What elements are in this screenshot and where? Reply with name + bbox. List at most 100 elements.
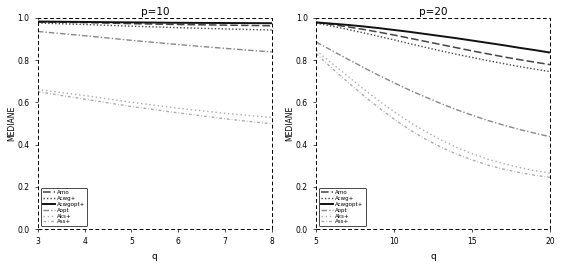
Acwgopt+ — [500, 44, 507, 47]
Arno — [406, 37, 413, 40]
Aopt — [469, 114, 475, 117]
Ass+ — [328, 66, 335, 70]
Aopt — [344, 57, 351, 61]
Aks+ — [438, 138, 445, 142]
Y-axis label: MEDIANE: MEDIANE — [285, 106, 294, 141]
Acwg+ — [422, 46, 429, 49]
Aopt — [175, 43, 182, 46]
Acwg+ — [313, 22, 320, 25]
Arno — [34, 20, 41, 24]
Ass+ — [469, 158, 475, 162]
Aopt — [500, 124, 507, 127]
Acwg+ — [81, 23, 88, 26]
Arno — [422, 40, 429, 43]
Ass+ — [422, 137, 429, 141]
Acwg+ — [516, 65, 523, 68]
Arno — [375, 31, 382, 34]
Acwg+ — [360, 31, 366, 34]
Line: Ass+: Ass+ — [38, 92, 272, 124]
Arno — [360, 28, 366, 31]
Ass+ — [313, 52, 320, 55]
Acwg+ — [547, 70, 554, 73]
Ass+ — [531, 174, 538, 177]
Acwg+ — [328, 25, 335, 28]
Acwg+ — [34, 21, 41, 25]
Arno — [484, 52, 491, 55]
Aks+ — [391, 110, 397, 113]
Aks+ — [531, 169, 538, 172]
Arno — [453, 46, 460, 49]
Line: Arno: Arno — [316, 22, 550, 65]
Ass+ — [484, 163, 491, 167]
Aks+ — [360, 87, 366, 90]
Legend: Arno, Acwg+, Acwgopt+, Aopt, Aks+, Ass+: Arno, Acwg+, Acwgopt+, Aopt, Aks+, Ass+ — [40, 188, 87, 226]
Aopt — [391, 81, 397, 84]
Arno — [344, 25, 351, 28]
Acwg+ — [531, 68, 538, 71]
Ass+ — [81, 98, 88, 101]
Title: p=20: p=20 — [419, 7, 447, 17]
Aks+ — [313, 49, 320, 52]
Aks+ — [547, 172, 554, 175]
Acwg+ — [453, 53, 460, 56]
Acwgopt+ — [547, 51, 554, 54]
Acwgopt+ — [344, 23, 351, 27]
Arno — [531, 61, 538, 64]
Acwgopt+ — [128, 21, 135, 24]
Arno — [516, 58, 523, 61]
Ass+ — [221, 117, 228, 120]
Acwgopt+ — [360, 25, 366, 28]
Arno — [547, 63, 554, 66]
Aks+ — [175, 107, 182, 110]
Aks+ — [406, 121, 413, 124]
Acwgopt+ — [375, 27, 382, 30]
Acwgopt+ — [516, 46, 523, 49]
Arno — [221, 24, 228, 27]
Acwg+ — [375, 35, 382, 38]
Aopt — [531, 132, 538, 135]
Ass+ — [391, 118, 397, 121]
Acwg+ — [221, 27, 228, 31]
Aopt — [328, 49, 335, 52]
Acwg+ — [500, 62, 507, 65]
Acwgopt+ — [406, 30, 413, 34]
Acwgopt+ — [453, 37, 460, 40]
Acwgopt+ — [269, 22, 275, 25]
Acwgopt+ — [328, 22, 335, 25]
Ass+ — [406, 128, 413, 131]
Ass+ — [128, 105, 135, 108]
Line: Acwg+: Acwg+ — [38, 23, 272, 30]
Aks+ — [344, 74, 351, 77]
Aks+ — [128, 101, 135, 104]
Aopt — [34, 30, 41, 33]
Line: Aopt: Aopt — [316, 42, 550, 137]
Acwgopt+ — [469, 39, 475, 42]
Arno — [438, 43, 445, 46]
Arno — [81, 21, 88, 24]
Acwgopt+ — [313, 21, 320, 24]
Acwgopt+ — [484, 41, 491, 44]
Acwg+ — [406, 42, 413, 45]
Arno — [469, 49, 475, 53]
Aopt — [547, 135, 554, 138]
Acwgopt+ — [81, 20, 88, 24]
Arno — [391, 34, 397, 37]
Line: Aks+: Aks+ — [38, 90, 272, 118]
Ass+ — [175, 111, 182, 114]
Aopt — [438, 102, 445, 105]
Aks+ — [469, 152, 475, 155]
Aks+ — [34, 88, 41, 91]
Ass+ — [360, 94, 366, 97]
Acwg+ — [269, 28, 275, 32]
Aks+ — [453, 146, 460, 149]
Acwg+ — [344, 28, 351, 31]
Acwgopt+ — [422, 32, 429, 36]
Line: Aks+: Aks+ — [316, 50, 550, 173]
Ass+ — [269, 122, 275, 125]
Title: p=10: p=10 — [140, 7, 169, 17]
Line: Arno: Arno — [38, 22, 272, 26]
Ass+ — [500, 168, 507, 171]
Aopt — [516, 128, 523, 131]
Acwgopt+ — [531, 49, 538, 52]
Legend: Arno, Acwg+, Acwgopt+, Aopt, Aks+, Ass+: Arno, Acwg+, Acwgopt+, Aopt, Aks+, Ass+ — [319, 188, 366, 226]
